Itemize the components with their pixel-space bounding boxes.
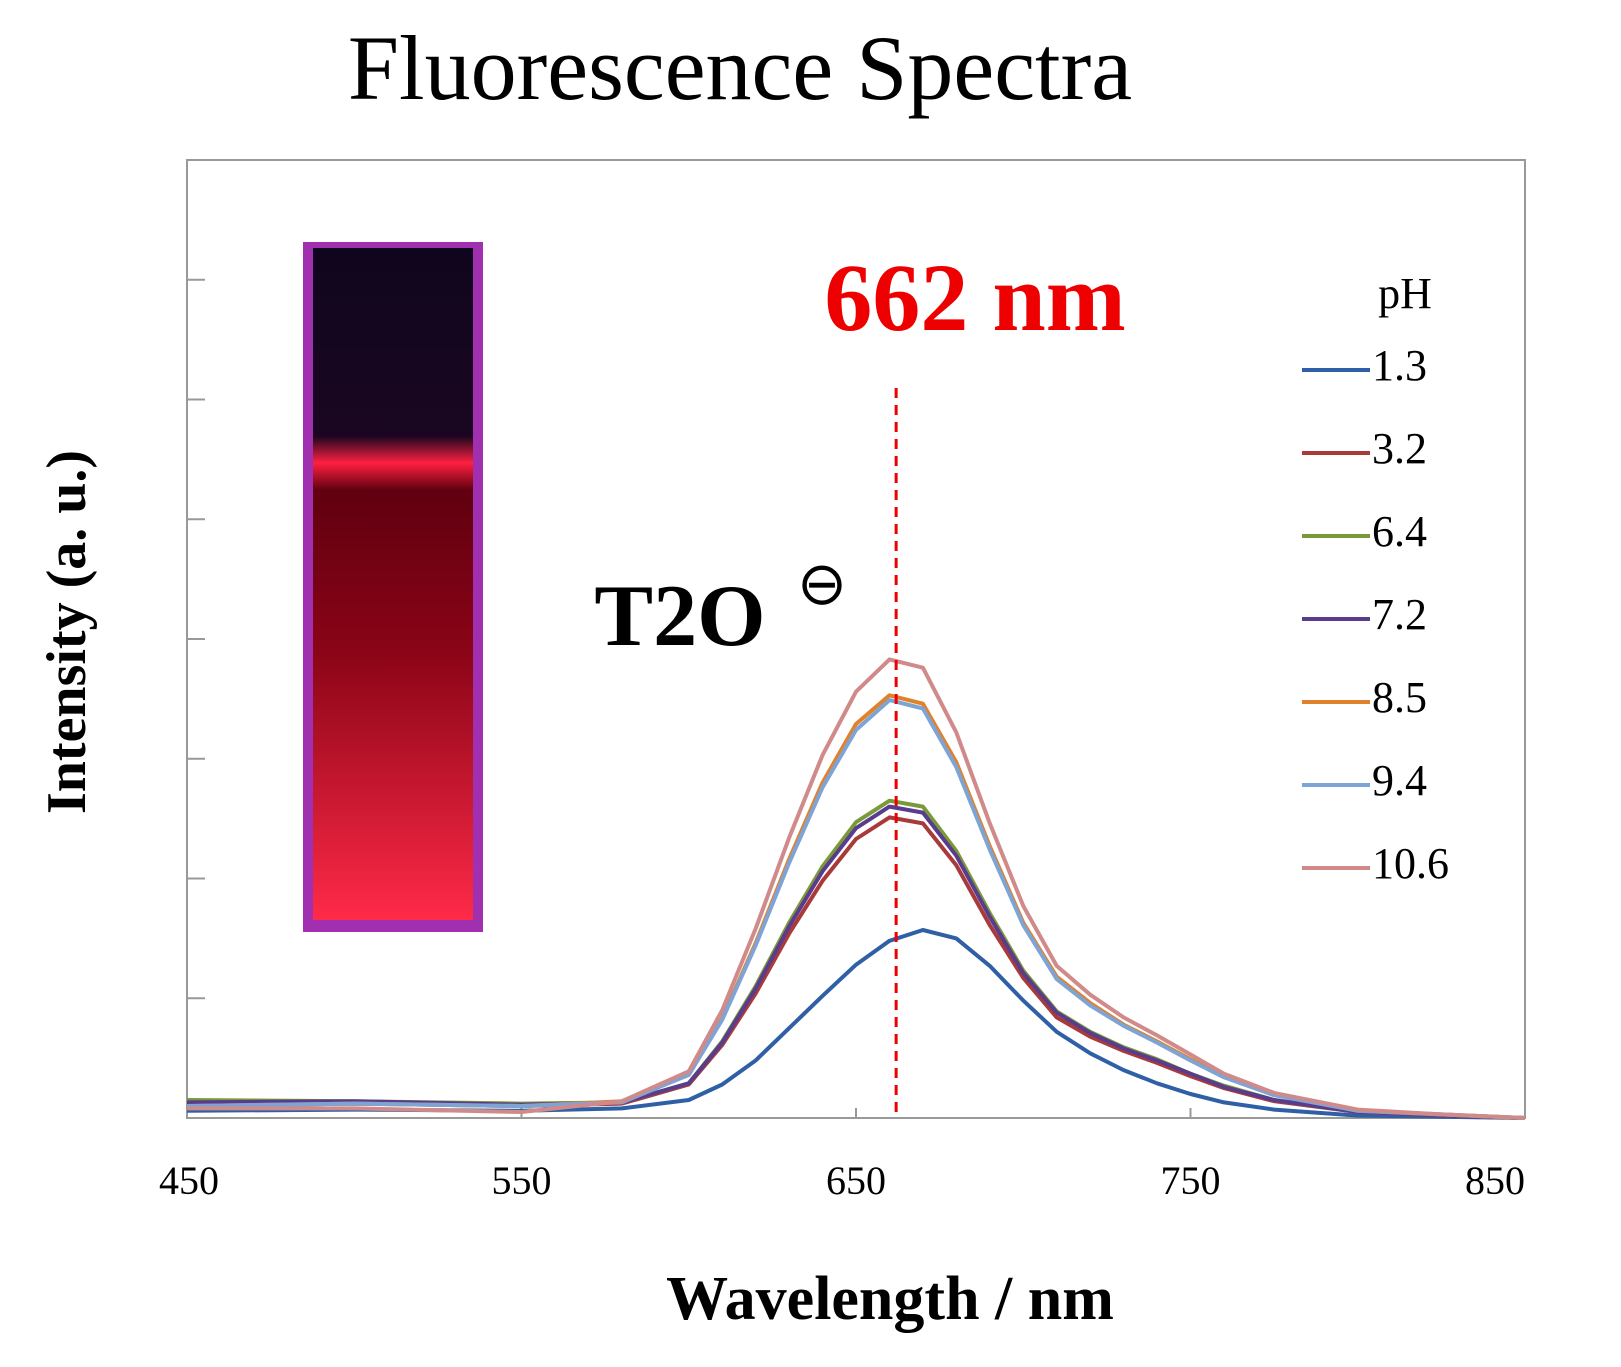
legend-label: 3.2 [1372, 424, 1427, 473]
legend-label: 7.2 [1372, 590, 1427, 639]
chart-title: Fluorescence Spectra [348, 17, 1132, 119]
species-label: T2O [594, 568, 765, 665]
x-tick-label: 850 [1465, 1158, 1525, 1203]
x-tick-label: 550 [492, 1158, 552, 1203]
cuvette-photo [313, 248, 473, 920]
x-tick-label: 450 [159, 1158, 219, 1203]
legend-label: 9.4 [1372, 756, 1427, 805]
series-line [186, 928, 1526, 1120]
series-line [186, 698, 1526, 1120]
legend-label: 1.3 [1372, 341, 1427, 390]
charge-label: ⊖ [797, 551, 847, 617]
legend-label: 6.4 [1372, 507, 1427, 556]
series-line [187, 657, 1526, 1120]
legend-label: 8.5 [1372, 673, 1427, 722]
series-line [186, 804, 1526, 1120]
legend-label: 10.6 [1372, 839, 1449, 888]
x-tick-label: 650 [826, 1158, 886, 1203]
x-axis-label: Wavelength / nm [666, 1265, 1114, 1333]
y-axis-label: Intensity (a. u.) [36, 450, 98, 814]
peak-label: 662 nm [824, 244, 1125, 351]
x-tick-label: 750 [1161, 1158, 1221, 1203]
legend-title: pH [1378, 269, 1432, 318]
